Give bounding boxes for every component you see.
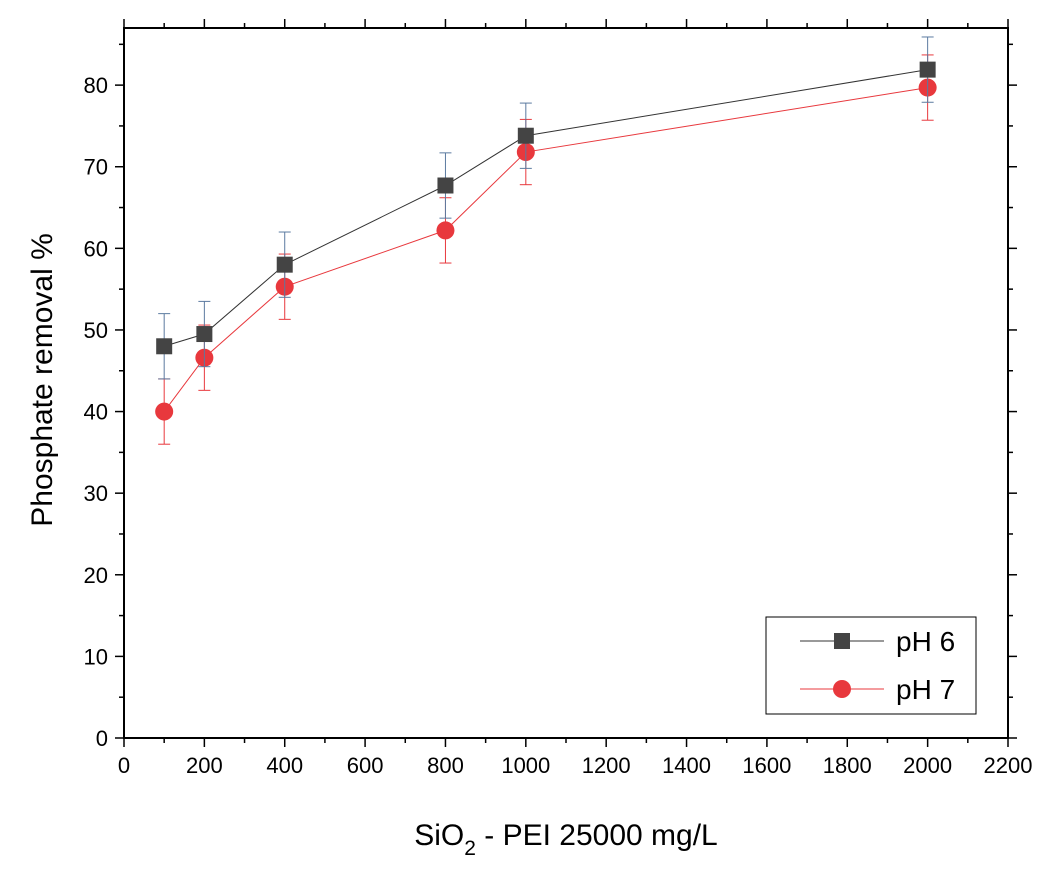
y-tick-label: 0 (96, 726, 108, 751)
legend-box (765, 616, 977, 715)
data-point (919, 61, 936, 78)
data-point (437, 177, 454, 194)
legend-label: pH 7 (896, 674, 955, 705)
legend-marker (833, 680, 851, 698)
x-tick-label: 1000 (501, 753, 550, 778)
series-ph-7 (155, 54, 937, 445)
y-tick-label: 70 (84, 155, 108, 180)
x-axis-title-subscript: 2 (464, 837, 476, 860)
x-tick-label: 2000 (903, 753, 952, 778)
y-tick-label: 60 (84, 236, 108, 261)
legend-marker (834, 633, 850, 649)
y-tick-label: 50 (84, 318, 108, 343)
x-tick-label: 200 (186, 753, 223, 778)
data-point (196, 326, 213, 343)
x-tick-label: 400 (266, 753, 303, 778)
x-tick-label: 1600 (742, 753, 791, 778)
y-tick-label: 40 (84, 400, 108, 425)
y-tick-label: 10 (84, 644, 108, 669)
x-tick-label: 600 (347, 753, 384, 778)
series-line (164, 69, 928, 347)
y-tick-label: 20 (84, 563, 108, 588)
data-point (276, 256, 293, 273)
x-axis-title: SiO2 - PEI 25000 mg/L (414, 819, 718, 860)
data-point (155, 402, 174, 421)
x-tick-label: 1400 (662, 753, 711, 778)
x-tick-label: 0 (118, 753, 130, 778)
series-ph-6 (156, 36, 936, 380)
x-axis-title-rest: - PEI 25000 mg/L (476, 819, 718, 852)
y-tick-label: 30 (84, 481, 108, 506)
y-tick-label: 80 (84, 73, 108, 98)
legend-label: pH 6 (896, 626, 955, 657)
x-tick-label: 2200 (984, 753, 1033, 778)
x-axis-title-main: SiO (414, 819, 464, 852)
data-point (517, 127, 534, 144)
x-tick-label: 1200 (582, 753, 631, 778)
series-line (163, 87, 928, 412)
x-tick-label: 1800 (823, 753, 872, 778)
y-axis-title: Phosphate removal % (26, 233, 59, 527)
x-tick-label: 800 (427, 753, 464, 778)
data-point (436, 221, 455, 240)
data-point (156, 338, 173, 355)
legend: pH 6 pH 7 (765, 616, 977, 715)
